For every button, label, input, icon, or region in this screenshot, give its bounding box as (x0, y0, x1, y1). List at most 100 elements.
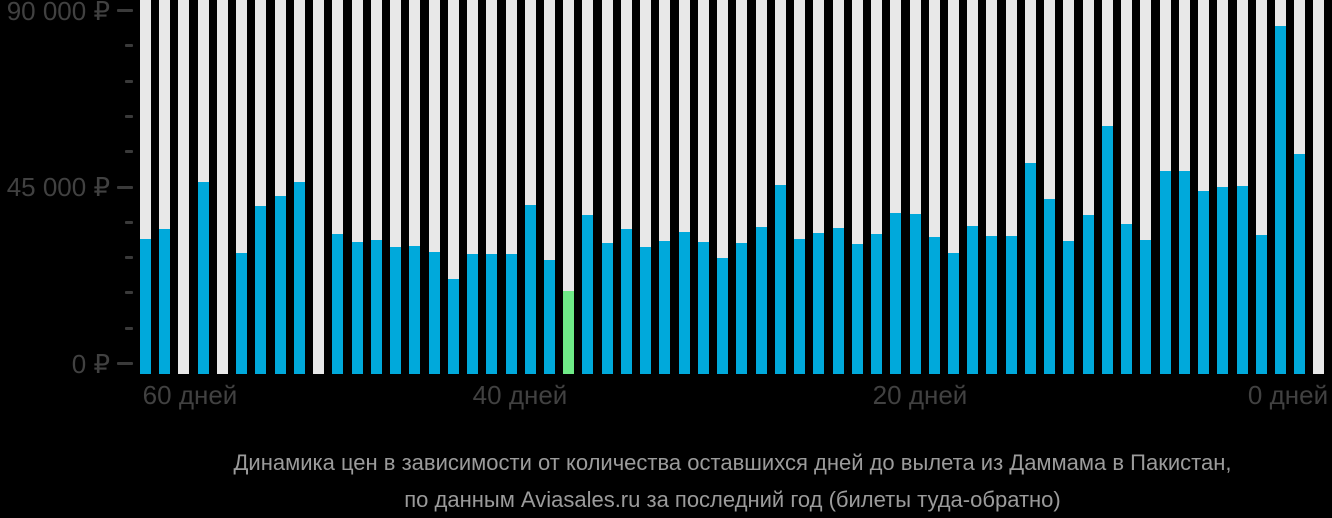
bar-column[interactable] (871, 0, 883, 374)
chart-title: Динамика цен в зависимости от количества… (233, 450, 1232, 475)
bar-empty-track (1140, 0, 1152, 374)
bar-column[interactable] (140, 0, 151, 374)
bar-column[interactable] (293, 0, 305, 374)
bar-column[interactable] (351, 0, 363, 374)
bar-column[interactable] (582, 0, 594, 374)
bar-value (1294, 154, 1306, 374)
bar-value (159, 228, 171, 374)
bar-column[interactable] (1101, 0, 1113, 374)
bar-value (1005, 236, 1017, 374)
bar-value (813, 232, 825, 374)
y-minor-tick-mark (125, 326, 133, 330)
bar-column[interactable] (1082, 0, 1094, 374)
bar-column[interactable] (1217, 0, 1229, 374)
bar-value (390, 247, 402, 374)
bar-column[interactable] (620, 0, 632, 374)
bar-column[interactable] (851, 0, 863, 374)
bar-column[interactable] (1178, 0, 1190, 374)
bar-column[interactable] (697, 0, 709, 374)
bar-column[interactable] (216, 0, 228, 374)
bar-empty-track (986, 0, 998, 374)
bar-column[interactable] (1024, 0, 1036, 374)
bar-value (1236, 185, 1248, 374)
bar-column[interactable] (159, 0, 171, 374)
y-minor-tick-mark (125, 150, 133, 154)
bar-value (1044, 199, 1056, 374)
bar-empty-track (851, 0, 863, 374)
bar-value (524, 205, 536, 374)
bar-column[interactable] (1159, 0, 1171, 374)
bar-column[interactable] (1044, 0, 1056, 374)
y-minor-tick-mark (125, 114, 133, 118)
y-minor-tick-mark (125, 79, 133, 83)
bar-column[interactable] (1236, 0, 1248, 374)
bar-value (717, 258, 729, 374)
bar-empty-track (582, 0, 594, 374)
bar-column[interactable] (467, 0, 479, 374)
bar-column[interactable] (909, 0, 921, 374)
bar-value (1140, 240, 1152, 374)
bar-column[interactable] (1255, 0, 1267, 374)
bar-column[interactable] (255, 0, 267, 374)
y-tick-label: 90 000 ₽ (6, 0, 110, 26)
bar-empty-track (140, 0, 151, 374)
bar-column[interactable] (409, 0, 421, 374)
bar-value (601, 242, 613, 374)
y-minor-tick-mark (125, 220, 133, 224)
bar-empty-track (236, 0, 248, 374)
bar-column[interactable] (197, 0, 209, 374)
bar-column[interactable] (313, 0, 325, 374)
bar-column[interactable] (601, 0, 613, 374)
bar-column[interactable] (678, 0, 690, 374)
bar-value (236, 253, 248, 374)
bar-value (890, 212, 902, 374)
bar-column[interactable] (1275, 0, 1287, 374)
bar-column[interactable] (1294, 0, 1306, 374)
bar-column[interactable] (1005, 0, 1017, 374)
bar-column[interactable] (640, 0, 652, 374)
bar-column[interactable] (332, 0, 344, 374)
bar-column[interactable] (390, 0, 402, 374)
bar-column[interactable] (370, 0, 382, 374)
bar-column[interactable] (447, 0, 459, 374)
bar-column[interactable] (659, 0, 671, 374)
bar-column[interactable] (928, 0, 940, 374)
bar-value (947, 253, 959, 374)
bar-empty-track (390, 0, 402, 374)
bar-value (1121, 223, 1133, 374)
bar-column[interactable] (1198, 0, 1210, 374)
bar-column[interactable] (967, 0, 979, 374)
bar-column[interactable] (717, 0, 729, 374)
bar-column[interactable] (794, 0, 806, 374)
bar-value (140, 239, 151, 374)
bar-column[interactable] (1063, 0, 1075, 374)
bar-column[interactable] (755, 0, 767, 374)
bar-column[interactable] (236, 0, 248, 374)
bar-column[interactable] (1140, 0, 1152, 374)
bar-value (1275, 25, 1287, 374)
bar-column[interactable] (178, 0, 190, 374)
bar-column[interactable] (274, 0, 286, 374)
bar-column[interactable] (543, 0, 555, 374)
bar-empty-track (524, 0, 536, 374)
bar-column[interactable] (736, 0, 748, 374)
bar-column[interactable] (947, 0, 959, 374)
bar-empty-track (1313, 0, 1325, 374)
bar-column[interactable] (890, 0, 902, 374)
bar-column[interactable] (428, 0, 440, 374)
bar-value (428, 252, 440, 374)
x-tick-label: 60 дней (142, 380, 238, 410)
bar-column[interactable] (505, 0, 517, 374)
bar-column[interactable] (813, 0, 825, 374)
bar-column[interactable] (1313, 0, 1325, 374)
bar-column[interactable] (1121, 0, 1133, 374)
bar-column[interactable] (832, 0, 844, 374)
bar-column[interactable] (986, 0, 998, 374)
bar-column[interactable] (524, 0, 536, 374)
bar-empty-track (409, 0, 421, 374)
bar-empty-track (313, 0, 325, 374)
bar-empty-track (1121, 0, 1133, 374)
bar-column[interactable] (774, 0, 786, 374)
bar-column[interactable] (486, 0, 498, 374)
bar-column[interactable] (563, 0, 575, 374)
